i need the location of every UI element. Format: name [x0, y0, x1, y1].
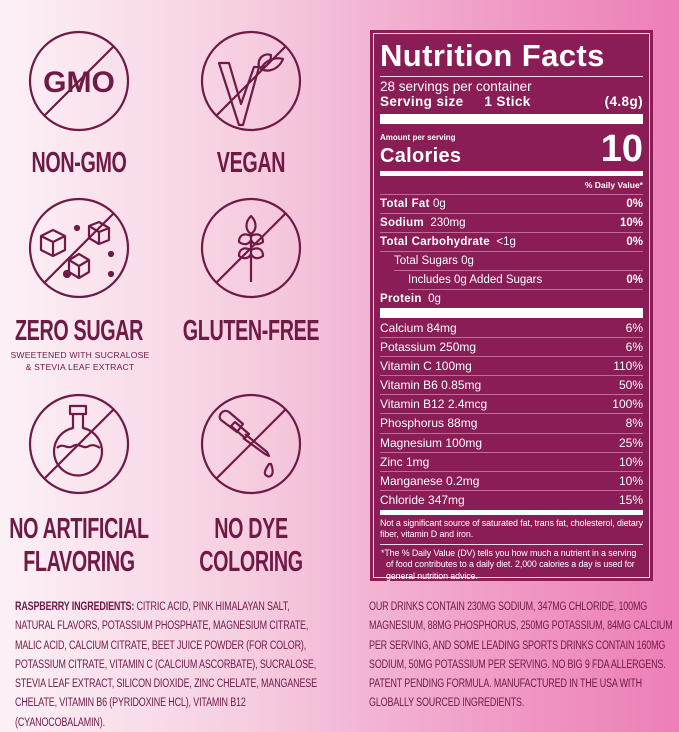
nutrient-dv: 0%: [626, 236, 643, 248]
divider-thick: [380, 308, 643, 318]
calories-label: Calories: [380, 145, 462, 167]
nutrient-dv: 0%: [626, 274, 643, 286]
footnote-not-significant: Not a significant source of saturated fa…: [380, 518, 643, 545]
badge-label-non-gmo: NON-GMO: [31, 147, 127, 179]
nutrient-name: Vitamin B6 0.85mg: [380, 378, 482, 393]
nutrient-dv: 50%: [618, 378, 643, 393]
serving-size-value: 1 Stick: [484, 94, 531, 109]
nutrient-dv: 10%: [618, 473, 643, 488]
divider-thick: [380, 114, 643, 124]
divider-medium: [380, 509, 643, 515]
nutrient-dv: 6%: [625, 340, 643, 355]
nutrient-name: Manganese 0.2mg: [380, 473, 480, 488]
no-artificial-flask-icon: [27, 392, 131, 496]
nutrient-row-total-fat: Total Fat 0g 0%: [380, 195, 643, 214]
nutrient-amount: 0g: [428, 293, 441, 305]
nutrient-name: Total Fat: [380, 198, 430, 210]
nutrient-name: Sodium: [380, 217, 424, 229]
nutrient-name: Protein: [380, 293, 422, 305]
badge-sub-sweetener: SWEETENED WITH SUCRALOSE: [10, 350, 150, 360]
ingredients-label: RASPBERRY INGREDIENTS:: [15, 599, 135, 613]
no-gluten-wheat-icon: [199, 196, 303, 300]
badge-label-zero-sugar: ZERO SUGAR: [14, 315, 144, 347]
micronutrient-row: Zinc 1mg 10%: [380, 453, 643, 472]
nutrient-amount: 230mg: [430, 217, 466, 229]
nutrient-dv: 110%: [613, 359, 643, 374]
micronutrient-row: Vitamin B12 2.4mcg 100%: [380, 395, 643, 415]
nutrient-dv: 10%: [618, 454, 643, 469]
nutrient-row-added-sugars: Includes 0g Added Sugars 0%: [408, 271, 643, 290]
nutrient-name: Vitamin C 100mg: [380, 359, 472, 374]
nutrient-dv: 15%: [618, 492, 643, 507]
nutrition-title: Nutrition Facts: [380, 36, 643, 77]
claims-text: OUR DRINKS CONTAIN 230MG SODIUM, 347MG C…: [369, 599, 673, 710]
nutrient-name: Zinc 1mg: [380, 454, 430, 469]
micronutrient-row: Potassium 250mg 6%: [380, 338, 643, 358]
gmo-icon-text: GMO: [43, 66, 115, 99]
daily-value-header: % Daily Value*: [380, 177, 643, 195]
no-gmo-icon: GMO: [27, 29, 131, 133]
badge-sub-stevia: & STEVIA LEAF EXTRACT: [25, 362, 135, 372]
badge-label-coloring: COLORING: [199, 546, 303, 578]
nutrient-name: Calcium 84mg: [380, 321, 457, 335]
micronutrient-list: Calcium 84mg 6% Potassium 250mg 6% Vitamin C…: [380, 319, 643, 509]
nutrition-facts-panel: Nutrition Facts 28 servings per containe…: [370, 30, 653, 581]
nutrient-dv: 0%: [626, 198, 643, 210]
no-dye-dropper-icon: [199, 392, 303, 496]
nutrient-dv: 25%: [618, 435, 643, 450]
nutrient-name: Magnesium 100mg: [380, 435, 483, 450]
nutrient-dv: 6%: [625, 321, 643, 335]
nutrient-row-total-sugars: Total Sugars 0g: [394, 252, 643, 271]
nutrient-dv: 100%: [612, 397, 643, 412]
nutrient-row-carbohydrate: Total Carbohydrate <1g 0%: [380, 233, 643, 252]
badge-label-no-dye: NO DYE: [214, 513, 288, 545]
serving-size-grams: (4.8g): [604, 94, 643, 109]
nutrient-name: Chloride 347mg: [380, 492, 465, 507]
vegan-leaf-icon: [199, 29, 303, 133]
micronutrient-row: Vitamin B6 0.85mg 50%: [380, 376, 643, 396]
badge-label-flavoring: FLAVORING: [23, 546, 135, 578]
badge-label-vegan: VEGAN: [216, 147, 286, 179]
calories-row: Calories 10: [380, 130, 643, 168]
serving-size-label: Serving size: [380, 94, 464, 109]
badge-label-gluten-free: GLUTEN-FREE: [182, 315, 320, 347]
micronutrient-row: Magnesium 100mg 25%: [380, 434, 643, 453]
badge-label-no-artificial: NO ARTIFICIAL: [9, 513, 149, 545]
ingredients-text: RASPBERRY INGREDIENTS: CITRIC ACID, PINK…: [15, 597, 331, 732]
footnote-daily-value: *The % Daily Value (DV) tells you how mu…: [381, 547, 637, 581]
micronutrient-row: Vitamin C 100mg 110%: [380, 357, 643, 377]
nutrient-row-protein: Protein 0g: [380, 290, 643, 308]
micronutrient-row: Phosphorus 88mg 8%: [380, 414, 643, 434]
amount-per-serving: Amount per serving: [380, 133, 456, 142]
nutrient-dv: 8%: [625, 416, 643, 431]
no-sugar-cubes-icon: [27, 196, 131, 300]
nutrient-amount: 0g: [432, 198, 446, 210]
nutrient-name: Total Sugars 0g: [394, 255, 474, 267]
micronutrient-row: Chloride 347mg 15%: [380, 491, 643, 509]
nutrient-amount: <1g: [496, 236, 516, 248]
nutrient-name: Total Carbohydrate: [380, 236, 490, 248]
micronutrient-row: Calcium 84mg 6%: [380, 319, 643, 339]
nutrient-name: Potassium 250mg: [380, 340, 477, 355]
micronutrient-row: Manganese 0.2mg 10%: [380, 472, 643, 491]
nutrient-name: Vitamin B12 2.4mcg: [380, 397, 488, 412]
divider-medium: [380, 171, 643, 176]
nutrient-dv: 10%: [619, 217, 643, 229]
ingredients-list: CITRIC ACID, PINK HIMALAYAN SALT, NATURA…: [15, 599, 317, 729]
calories-value: 10: [600, 128, 643, 170]
servings-per-container: 28 servings per container: [380, 79, 532, 94]
serving-size: Serving size 1 Stick (4.8g): [380, 94, 643, 110]
nutrient-name: Includes 0g Added Sugars: [408, 274, 543, 286]
nutrient-name: Phosphorus 88mg: [380, 416, 478, 431]
nutrient-row-sodium: Sodium 230mg 10%: [380, 214, 643, 233]
